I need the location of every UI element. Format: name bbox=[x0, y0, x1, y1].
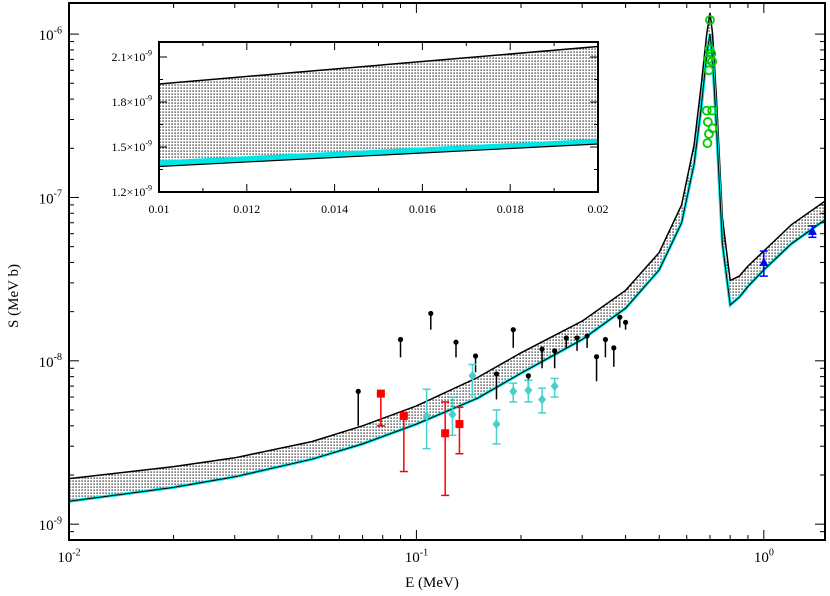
data-point bbox=[759, 257, 769, 266]
data-point bbox=[563, 335, 569, 341]
y-tick-label: 10-7 bbox=[39, 189, 62, 208]
inset-x-tick-label: 0.014 bbox=[321, 202, 348, 216]
data-point bbox=[550, 381, 559, 392]
data-point bbox=[593, 354, 600, 360]
data-point bbox=[468, 370, 477, 381]
data-point bbox=[453, 339, 459, 345]
data-point bbox=[441, 429, 450, 438]
inset-y-tick-label: 1.8×10-9 bbox=[112, 94, 152, 109]
data-point bbox=[702, 117, 713, 127]
band-fill bbox=[69, 12, 825, 502]
data-point bbox=[552, 348, 558, 354]
inset-y-tick-label: 1.5×10-9 bbox=[112, 139, 152, 154]
data-point bbox=[397, 336, 404, 343]
cyan-curve bbox=[69, 33, 825, 503]
data-point bbox=[574, 335, 580, 341]
inset-cyan-band bbox=[159, 138, 598, 167]
inset-x-tick-label: 0.02 bbox=[588, 202, 609, 216]
data-point bbox=[622, 319, 629, 325]
y-tick-label: 10-9 bbox=[39, 515, 62, 534]
x-tick-label: 100 bbox=[754, 547, 774, 566]
data-point bbox=[707, 56, 718, 67]
series-blue-triangles bbox=[759, 225, 817, 277]
data-point bbox=[707, 105, 718, 116]
inset-y-tick-label: 1.2×10-9 bbox=[112, 184, 152, 199]
data-point bbox=[617, 314, 623, 320]
data-point bbox=[807, 226, 817, 235]
data-point bbox=[448, 409, 457, 420]
uncertainty-band bbox=[69, 12, 825, 502]
data-point bbox=[584, 333, 590, 339]
data-points bbox=[355, 15, 817, 497]
inset-band bbox=[159, 45, 598, 168]
data-point bbox=[702, 138, 713, 149]
data-point bbox=[472, 353, 479, 359]
inset-band-fill bbox=[159, 46, 598, 167]
series-green-circles bbox=[701, 15, 718, 149]
inset-x-tick-label: 0.01 bbox=[149, 202, 170, 216]
data-point bbox=[524, 385, 533, 396]
data-point bbox=[705, 15, 715, 25]
data-point bbox=[455, 420, 464, 429]
data-point bbox=[376, 389, 385, 398]
x-axis-label: E (MeV) bbox=[405, 575, 459, 591]
data-point bbox=[493, 371, 500, 377]
data-point bbox=[539, 346, 545, 352]
inset-upper-line bbox=[159, 45, 598, 85]
series-turquoise-diamonds bbox=[422, 363, 559, 450]
axis-ticks bbox=[68, 3, 825, 541]
data-point bbox=[492, 419, 501, 430]
inset-lower-line bbox=[159, 143, 598, 168]
x-tick-label: 10-2 bbox=[57, 547, 80, 566]
data-point bbox=[509, 386, 518, 397]
y-tick-labels: 10-9 10-8 10-7 10-6 bbox=[39, 25, 62, 534]
data-point bbox=[399, 411, 408, 420]
inset-y-tick-labels: 1.2×10-9 1.5×10-9 1.8×10-9 2.1×10-9 bbox=[112, 49, 152, 199]
inset-y-tick-label: 2.1×10-9 bbox=[112, 49, 152, 64]
band-lower-line bbox=[69, 34, 825, 502]
y-tick-label: 10-6 bbox=[39, 25, 62, 44]
inset-x-tick-label: 0.018 bbox=[497, 202, 524, 216]
y-axis-label: S (MeV b) bbox=[6, 264, 22, 328]
inset-x-tick-label: 0.016 bbox=[409, 202, 436, 216]
data-point bbox=[704, 65, 714, 76]
series-red-squares bbox=[376, 389, 464, 497]
data-point bbox=[538, 394, 547, 405]
data-point bbox=[701, 105, 712, 116]
plot-frame bbox=[68, 2, 826, 541]
y-tick-label: 10-8 bbox=[39, 352, 62, 371]
data-point bbox=[422, 410, 431, 421]
band-upper-line bbox=[69, 12, 825, 480]
data-point bbox=[611, 345, 617, 351]
data-point bbox=[704, 44, 715, 54]
data-point bbox=[704, 128, 714, 139]
data-point bbox=[355, 388, 361, 394]
data-point bbox=[602, 336, 609, 343]
inset-x-tick-labels: 0.01 0.012 0.014 0.016 0.018 0.02 bbox=[149, 202, 609, 216]
inset-x-tick-label: 0.012 bbox=[233, 202, 260, 216]
inset-ticks bbox=[158, 42, 599, 193]
data-point bbox=[428, 310, 434, 317]
x-tick-label: 10-1 bbox=[405, 547, 428, 566]
data-point bbox=[525, 373, 531, 379]
data-point bbox=[510, 327, 516, 333]
x-tick-labels: 10-2 10-1 100 bbox=[57, 547, 773, 566]
